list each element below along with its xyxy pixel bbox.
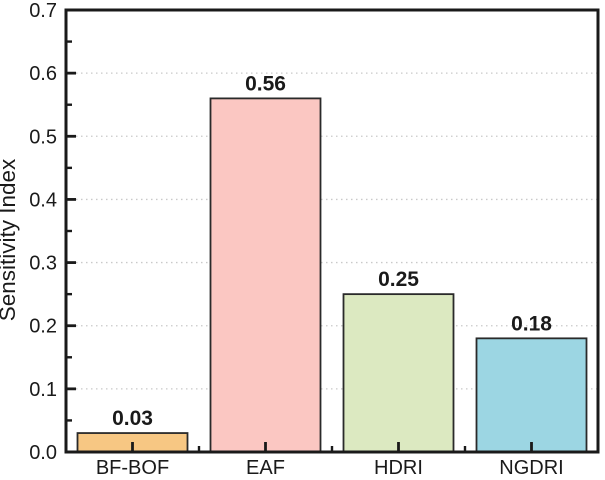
bar-hdri — [342, 293, 455, 453]
y-tick-label: 0.2 — [29, 316, 57, 338]
x-category-label: HDRI — [374, 457, 423, 479]
bars — [76, 97, 588, 453]
bar-value-label: 0.03 — [112, 407, 153, 430]
bar-eaf — [209, 97, 322, 453]
bar-ngdri — [475, 337, 588, 453]
y-tick-label: 0.7 — [29, 0, 57, 22]
gridlines — [66, 72, 598, 390]
axis-labels: 0.0 0.1 0.2 0.3 0.4 0.5 0.6 0.7 0.03 BF-BOF 0.56 EA… — [29, 0, 564, 479]
y-tick-label: 0.1 — [29, 379, 57, 401]
y-tick-label: 0.3 — [29, 253, 57, 275]
plot-frame — [64, 8, 600, 454]
y-tick-label: 0.5 — [29, 126, 57, 148]
y-tick-label: 0.0 — [29, 442, 57, 464]
y-tick-label: 0.6 — [29, 63, 57, 85]
bar-value-label: 0.56 — [245, 72, 286, 95]
y-axis-title: Sensitivity Index — [0, 158, 20, 321]
y-tick-label: 0.4 — [29, 189, 57, 211]
x-category-label: NGDRI — [499, 457, 563, 479]
bar-value-label: 0.18 — [511, 312, 552, 335]
bar-value-label: 0.25 — [378, 268, 419, 291]
x-category-label: BF-BOF — [96, 457, 169, 479]
x-category-label: EAF — [246, 457, 285, 479]
